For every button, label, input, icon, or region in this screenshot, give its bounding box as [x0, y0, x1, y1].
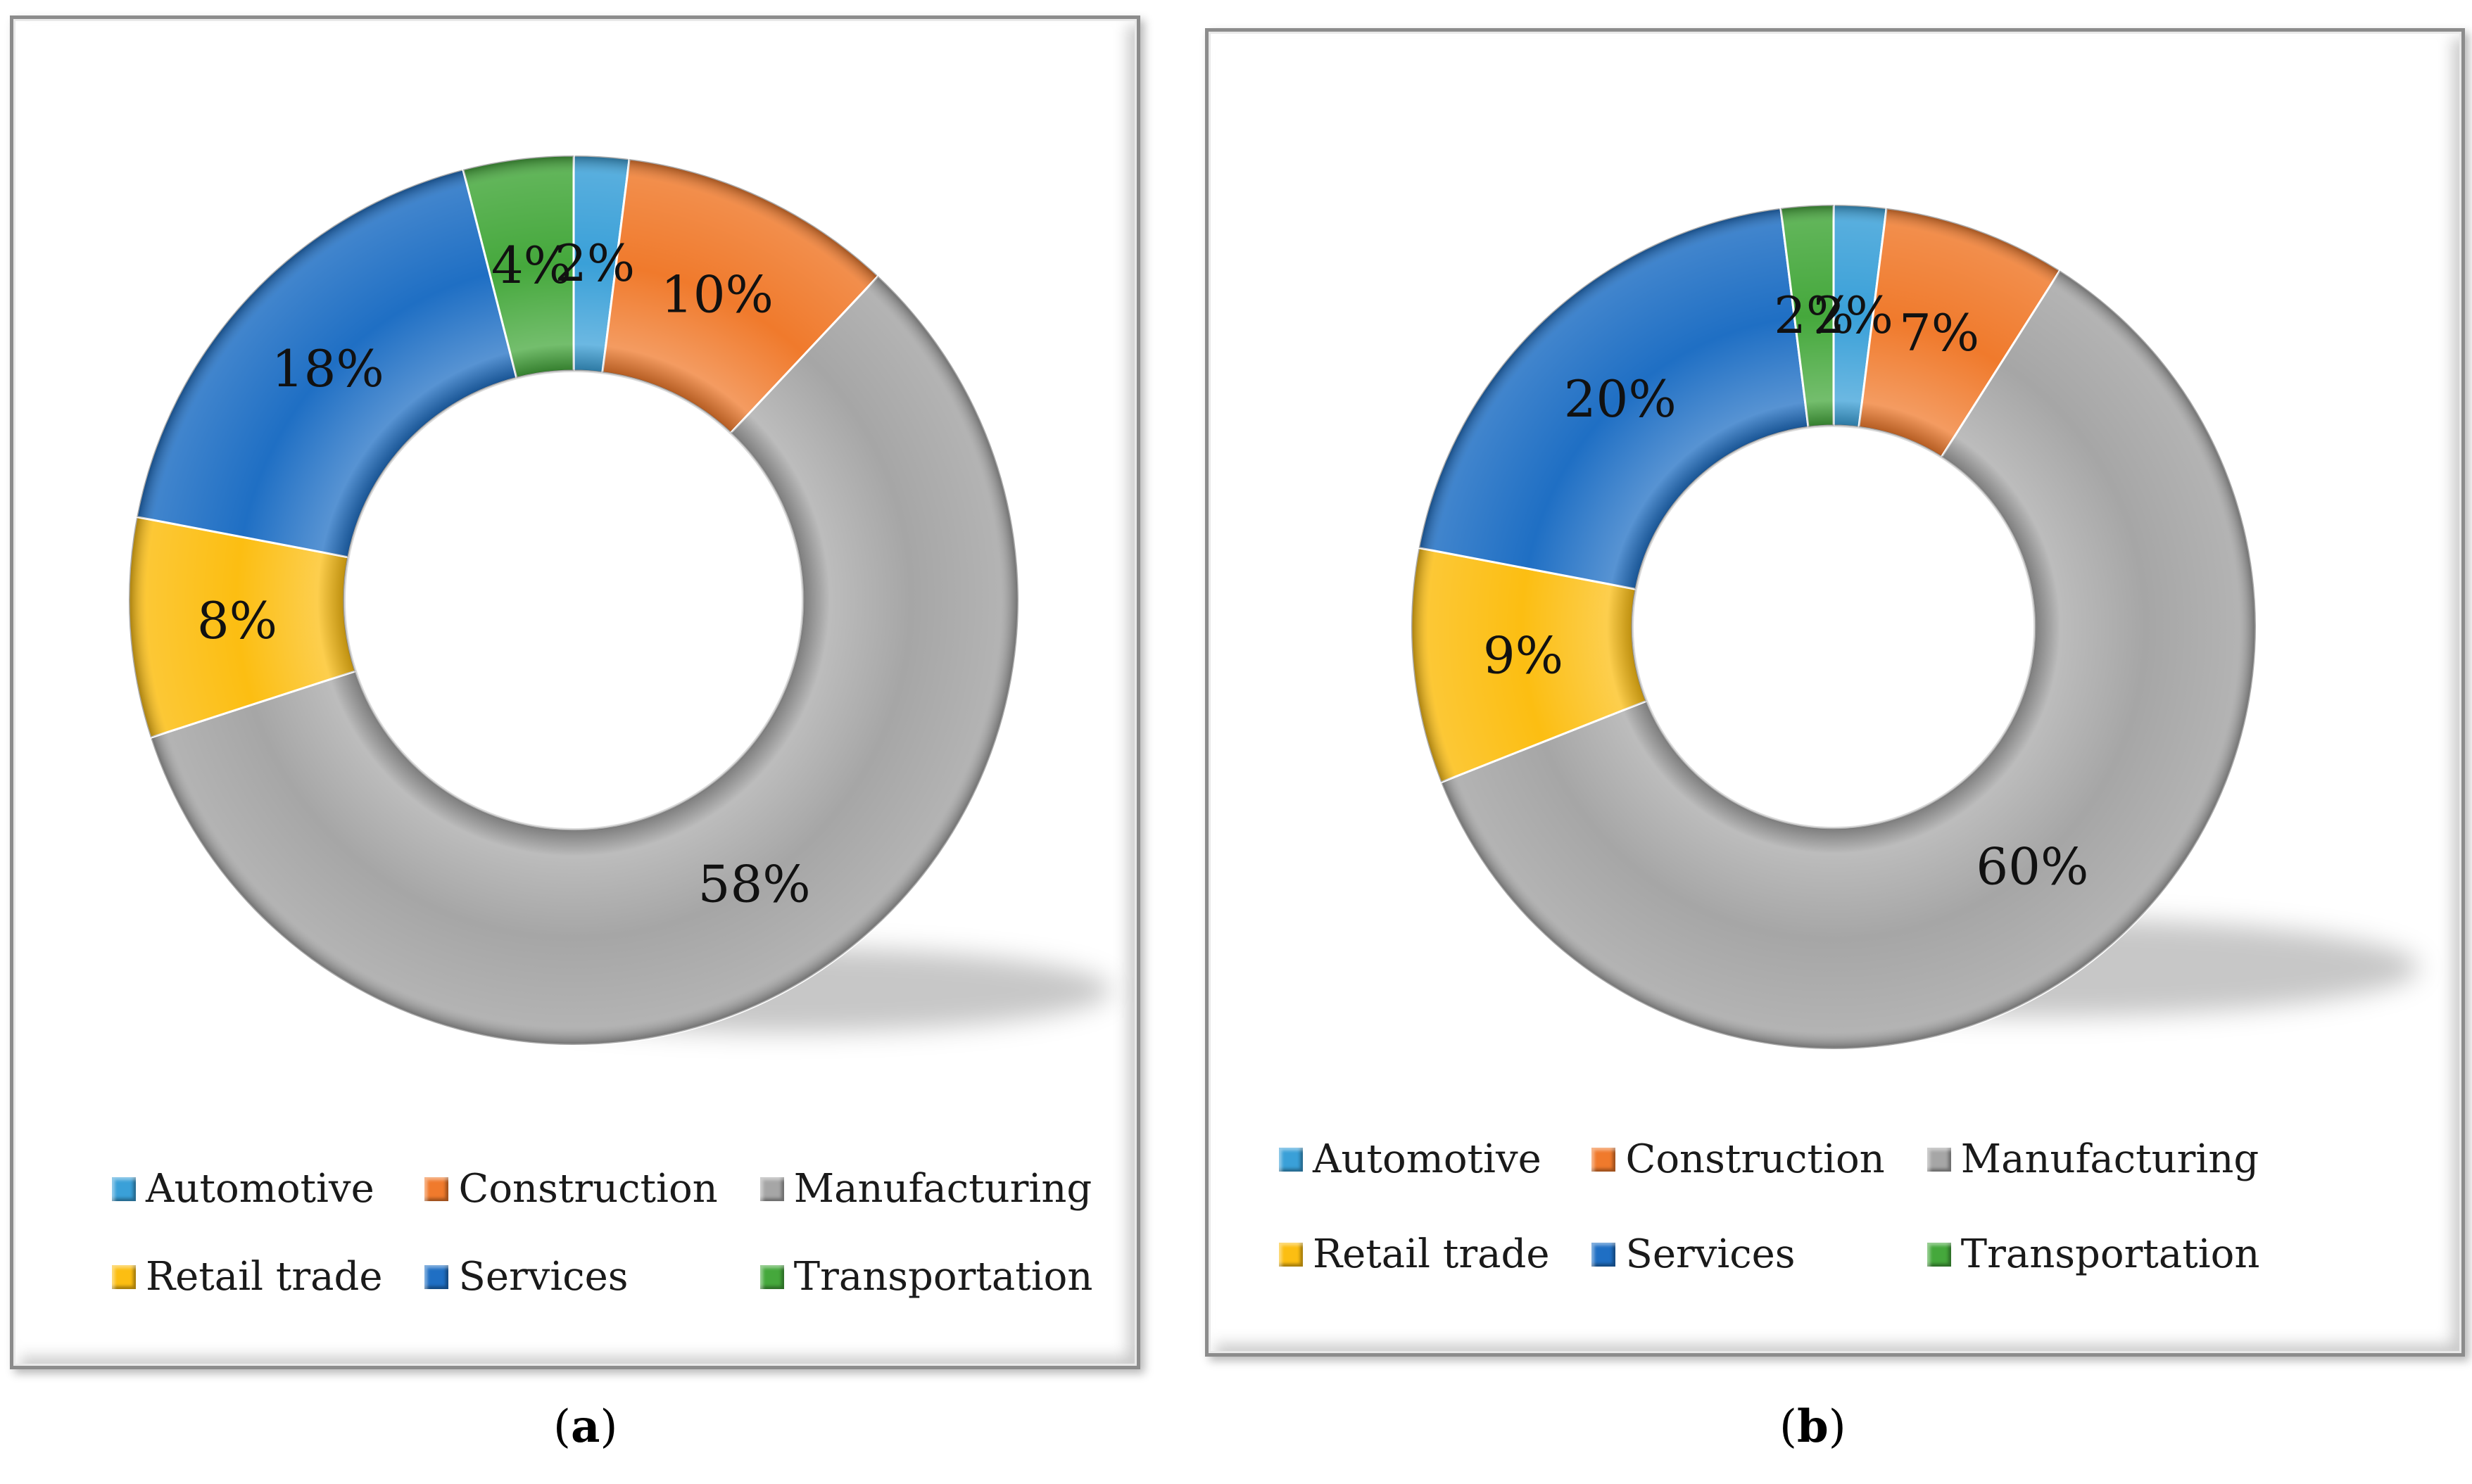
legend-label-construction: Construction	[458, 1166, 718, 1212]
legend-item-transportation: Transportation	[1926, 1231, 2260, 1277]
legend-swatch-retail-trade	[112, 1264, 136, 1289]
donut-chart-a: 2% 10% 58% 8% 18% 4%	[127, 154, 1111, 1046]
legend-label-manufacturing: Manufacturing	[793, 1166, 1092, 1212]
legend-item-retail-trade: Retail trade	[112, 1254, 382, 1300]
legend-label-transportation: Transportation	[1960, 1231, 2260, 1277]
legend-item-transportation: Transportation	[759, 1254, 1093, 1300]
legend-item-services: Services	[1591, 1231, 1884, 1277]
legend-swatch-transportation	[759, 1264, 784, 1289]
legend-swatch-transportation	[1926, 1242, 1951, 1267]
legend-swatch-services	[1591, 1242, 1616, 1267]
legend-a: Automotive Construction Manufacturing Retai…	[112, 1166, 1092, 1300]
data-label-b-transportation: 2%	[1774, 286, 1854, 345]
legend-label-construction: Construction	[1625, 1136, 1885, 1182]
data-label-b-services: 20%	[1564, 369, 1677, 429]
data-label-a-automotive: 2%	[555, 234, 635, 293]
data-label-a-retail-trade: 8%	[197, 591, 277, 650]
data-label-a-manufacturing: 58%	[698, 854, 811, 913]
legend-item-manufacturing: Manufacturing	[1926, 1136, 2260, 1182]
legend-item-automotive: Automotive	[1279, 1136, 1549, 1182]
slice-bevel-a-construction	[602, 158, 878, 433]
slice-bevel-b-automotive	[1834, 205, 1887, 428]
data-label-b-retail-trade: 9%	[1483, 626, 1563, 685]
slice-bevel-b-manufacturing	[1441, 270, 2256, 1049]
legend-label-transportation: Transportation	[793, 1254, 1093, 1300]
data-label-b-construction: 7%	[1899, 303, 1979, 362]
data-label-a-services: 18%	[272, 339, 384, 398]
slice-bevel-a-manufacturing	[150, 276, 1019, 1045]
donut-hole-b	[1631, 424, 2036, 830]
legend-label-services: Services	[1625, 1231, 1796, 1277]
slice-bevel-a-retail-trade	[128, 516, 355, 738]
slice-bevel-a-transportation	[462, 156, 574, 379]
legend-swatch-services	[424, 1264, 449, 1289]
slice-bevel-b-retail-trade	[1411, 547, 1647, 782]
legend-item-construction: Construction	[424, 1166, 718, 1212]
legend-item-manufacturing: Manufacturing	[759, 1166, 1093, 1212]
slice-bevel-a-services	[137, 169, 517, 557]
legend-label-retail-trade: Retail trade	[146, 1254, 383, 1300]
legend-swatch-retail-trade	[1279, 1242, 1303, 1267]
legend-item-automotive: Automotive	[112, 1166, 382, 1212]
slice-bevel-b-transportation	[1780, 205, 1834, 428]
legend-swatch-automotive	[112, 1177, 136, 1201]
chart-panel-a: 2% 10% 58% 8% 18% 4% Automotive Construction Ma…	[10, 15, 1140, 1369]
legend-label-manufacturing: Manufacturing	[1960, 1136, 2259, 1182]
slice-bevel-b-construction	[1858, 208, 2060, 457]
data-label-b-automotive: 2%	[1813, 286, 1893, 345]
donut-chart-b: 2% 7%60%9%20%2%	[1410, 203, 2419, 1051]
data-label-a-transportation: 4%	[491, 236, 572, 295]
slice-bevel-a-automotive	[574, 156, 630, 373]
legend-swatch-manufacturing	[1926, 1147, 1951, 1172]
donut-hole-a	[343, 369, 805, 831]
legend-swatch-construction	[1591, 1147, 1616, 1172]
legend-label-retail-trade: Retail trade	[1313, 1231, 1550, 1277]
caption-b: (b)	[1779, 1400, 1846, 1453]
data-label-a-construction: 10%	[661, 265, 774, 324]
legend-label-automotive: Automotive	[1313, 1136, 1541, 1182]
legend-swatch-automotive	[1279, 1147, 1303, 1172]
legend-item-services: Services	[424, 1254, 717, 1300]
chart-panel-b: 2% 7% 60% 9% 20% 2% Automotive Construction Man…	[1205, 28, 2465, 1357]
legend-label-automotive: Automotive	[146, 1166, 374, 1212]
legend-item-construction: Construction	[1591, 1136, 1885, 1182]
slice-bevel-b-services	[1418, 208, 1809, 590]
caption-a: (a)	[553, 1400, 618, 1453]
legend-label-services: Services	[458, 1254, 629, 1300]
legend-b: Automotive Construction Manufacturing Retai…	[1279, 1136, 2259, 1277]
legend-swatch-construction	[424, 1177, 449, 1201]
legend-item-retail-trade: Retail trade	[1279, 1231, 1549, 1277]
data-label-b-manufacturing: 60%	[1976, 837, 2088, 896]
legend-swatch-manufacturing	[759, 1177, 784, 1201]
